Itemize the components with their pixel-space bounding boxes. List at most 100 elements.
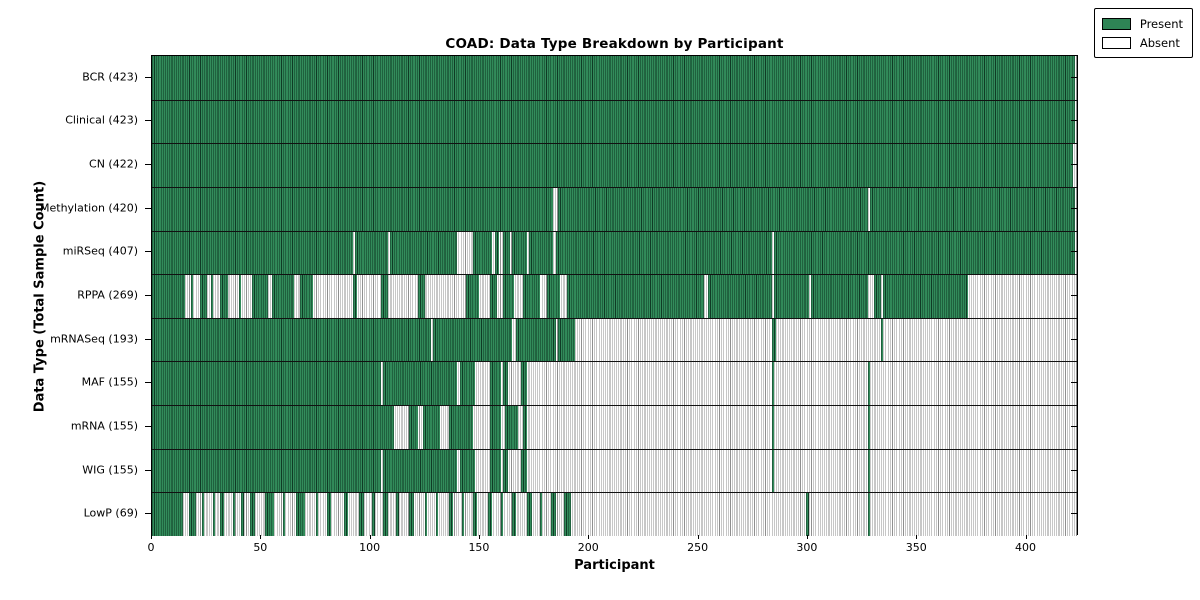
legend: Present Absent — [1093, 8, 1193, 58]
present-bars — [213, 493, 216, 536]
xtick-mark — [260, 535, 262, 539]
row-mRNASeq — [152, 317, 1077, 362]
present-bars — [520, 449, 528, 493]
ytick-mark — [145, 338, 151, 340]
present-bars — [520, 362, 528, 405]
present-bars — [418, 275, 425, 318]
xtick-label-200: 200 — [577, 541, 599, 554]
present-bars — [152, 56, 1075, 100]
ytick-label-RPPA: RPPA (269) — [77, 288, 138, 302]
present-bars — [557, 318, 576, 362]
present-bars — [461, 493, 464, 536]
present-bars — [867, 449, 870, 493]
ytick-mark-right — [1071, 425, 1077, 427]
xtick-mark — [151, 535, 152, 539]
present-bars — [189, 493, 196, 536]
present-bars — [546, 275, 560, 318]
legend-absent-label: Absent — [1139, 35, 1180, 50]
ytick-mark-right — [1071, 295, 1077, 296]
ytick-mark-right — [1071, 76, 1077, 78]
present-bars — [422, 406, 440, 449]
present-bars — [435, 493, 438, 536]
row-RPPA — [152, 274, 1077, 318]
ytick-mark — [145, 251, 151, 253]
present-bars — [271, 275, 294, 318]
legend-present-swatch-icon — [1101, 17, 1131, 30]
ytick-label-LowP: LowP (69) — [83, 506, 138, 520]
present-bars — [564, 493, 571, 536]
present-bars — [354, 231, 388, 275]
present-bars — [882, 275, 968, 318]
present-bars — [152, 275, 185, 318]
present-bars — [490, 362, 502, 405]
row-LowP — [152, 492, 1077, 536]
present-bars — [459, 449, 475, 493]
present-bars — [152, 144, 1073, 187]
present-bars — [409, 406, 419, 449]
present-bars — [771, 362, 774, 405]
present-bars — [383, 362, 458, 405]
present-bars — [295, 493, 305, 536]
present-bars — [511, 231, 528, 275]
present-bars — [265, 493, 275, 536]
present-bars — [516, 318, 556, 362]
row-MAF — [152, 361, 1077, 405]
ytick-mark-right — [1071, 164, 1077, 166]
present-bars — [557, 187, 868, 231]
ytick-label-Clinical: Clinical (423) — [65, 113, 138, 127]
xtick-mark — [1025, 535, 1027, 539]
present-bars — [152, 493, 183, 536]
xtick-label-50: 50 — [253, 541, 268, 554]
xtick-mark — [916, 535, 918, 539]
present-bars — [503, 449, 508, 493]
ytick-mark — [145, 469, 151, 471]
ytick-mark-right — [1071, 251, 1077, 253]
present-bars — [503, 362, 508, 405]
present-bars — [867, 362, 870, 405]
present-bars — [490, 449, 502, 493]
xtick-label-150: 150 — [468, 541, 490, 554]
present-bars — [326, 493, 331, 536]
present-bars — [505, 406, 519, 449]
present-bars — [773, 275, 809, 318]
present-bars — [490, 406, 502, 449]
present-bars — [383, 449, 458, 493]
present-bars — [300, 275, 314, 318]
present-bars — [250, 493, 255, 536]
present-bars — [551, 493, 556, 536]
ytick-label-Methylation: Methylation (420) — [40, 201, 138, 215]
xtick-mark — [806, 535, 808, 539]
ytick-label-mRNASeq: mRNASeq (193) — [50, 332, 138, 346]
ytick-mark-right — [1071, 207, 1077, 209]
present-bars — [810, 275, 868, 318]
present-bars — [708, 275, 772, 318]
present-bars — [771, 318, 776, 362]
present-bars — [503, 231, 510, 275]
ytick-label-CN: CN (422) — [89, 157, 138, 171]
ytick-mark — [145, 382, 151, 384]
plot-area — [151, 55, 1078, 536]
present-bars — [241, 493, 244, 536]
present-bars — [487, 493, 493, 536]
present-bars — [152, 318, 432, 362]
present-bars — [566, 275, 704, 318]
present-bars — [232, 493, 235, 536]
present-bars — [869, 187, 1075, 231]
present-bars — [282, 493, 286, 536]
ytick-mark-right — [1071, 513, 1077, 515]
ytick-mark-right — [1071, 338, 1077, 340]
present-bars — [191, 275, 194, 318]
row-miRSeq — [152, 230, 1077, 275]
present-bars — [540, 493, 543, 536]
ytick-label-MAF: MAF (155) — [81, 375, 138, 389]
legend-absent-swatch-icon — [1101, 36, 1131, 49]
present-bars — [152, 231, 353, 275]
present-bars — [472, 493, 478, 536]
present-bars — [880, 318, 883, 362]
ytick-mark — [145, 164, 151, 166]
ytick-mark-right — [1071, 469, 1077, 471]
present-bars — [529, 231, 554, 275]
xtick-label-400: 400 — [1015, 541, 1037, 554]
xtick-label-0: 0 — [147, 541, 155, 554]
